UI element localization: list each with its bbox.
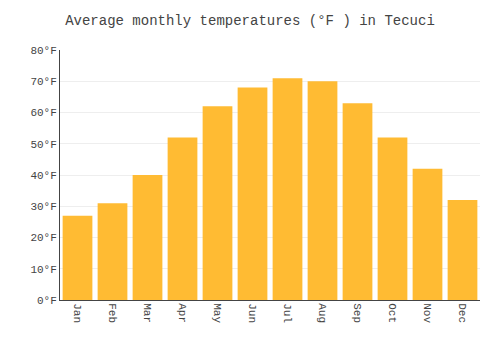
svg-text:Nov: Nov — [421, 303, 433, 323]
svg-text:Sep: Sep — [351, 303, 363, 323]
svg-text:0°F: 0°F — [37, 295, 57, 307]
svg-text:80°F: 80°F — [30, 45, 56, 57]
svg-text:70°F: 70°F — [30, 76, 56, 88]
svg-text:Jan: Jan — [71, 303, 83, 323]
svg-text:40°F: 40°F — [30, 170, 56, 182]
svg-text:Mar: Mar — [141, 303, 153, 323]
svg-text:May: May — [211, 303, 223, 323]
svg-text:10°F: 10°F — [30, 264, 56, 276]
svg-text:Dec: Dec — [456, 303, 468, 323]
svg-text:30°F: 30°F — [30, 201, 56, 213]
svg-text:Feb: Feb — [106, 303, 118, 323]
svg-text:Oct: Oct — [386, 303, 398, 323]
svg-text:Jul: Jul — [281, 303, 293, 323]
svg-text:Average monthly temperatures (: Average monthly temperatures (°F ) in Te… — [65, 13, 435, 29]
svg-text:Apr: Apr — [176, 303, 188, 323]
svg-text:50°F: 50°F — [30, 139, 56, 151]
svg-text:Aug: Aug — [316, 303, 328, 323]
svg-text:Jun: Jun — [246, 303, 258, 323]
svg-text:20°F: 20°F — [30, 232, 56, 244]
svg-text:60°F: 60°F — [30, 107, 56, 119]
